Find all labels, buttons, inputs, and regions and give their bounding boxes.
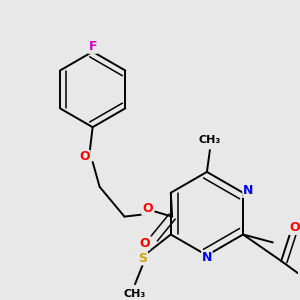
Text: N: N (202, 251, 212, 264)
Text: N: N (243, 184, 253, 197)
Text: F: F (88, 40, 97, 53)
Text: CH₃: CH₃ (124, 289, 146, 299)
Text: O: O (80, 151, 90, 164)
Text: S: S (139, 252, 148, 265)
Text: O: O (289, 221, 300, 234)
Text: O: O (139, 237, 150, 250)
Text: O: O (142, 202, 153, 215)
Text: CH₃: CH₃ (199, 135, 221, 145)
